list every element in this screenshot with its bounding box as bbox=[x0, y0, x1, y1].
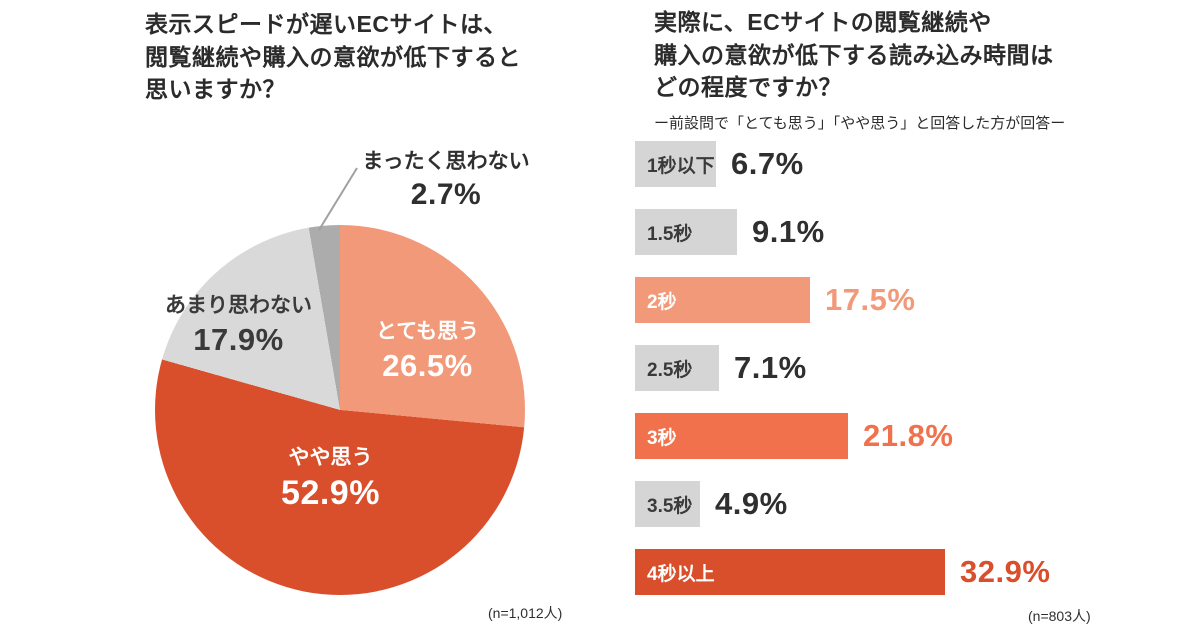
slice-percent: 2.7% bbox=[410, 178, 482, 212]
bar-row: 2秒 17.5% bbox=[635, 277, 1180, 323]
bar-value-label: 7.1% bbox=[734, 350, 807, 385]
bar: 2.5秒 bbox=[635, 345, 719, 391]
bar-value-label: 9.1% bbox=[752, 214, 825, 249]
slice-name: とても思う bbox=[375, 320, 480, 343]
bar-category-label: 1秒以下 bbox=[647, 155, 715, 177]
bar: 3秒 bbox=[635, 413, 848, 459]
bar-category-label: 2秒 bbox=[647, 291, 677, 313]
bar-category-label: 2.5秒 bbox=[647, 359, 693, 381]
slice-percent: 17.9% bbox=[193, 322, 284, 358]
leader-line bbox=[318, 167, 358, 231]
bar-value-label: 21.8% bbox=[863, 418, 954, 453]
slice-name: まったく思わない bbox=[362, 150, 530, 173]
bar: 4秒以上 bbox=[635, 549, 945, 595]
bar: 2秒 bbox=[635, 277, 810, 323]
bar-row: 3秒 21.8% bbox=[635, 413, 1180, 459]
bar-row: 2.5秒 7.1% bbox=[635, 345, 1180, 391]
bar-chart-title: 実際に、ECサイトの閲覧継続や 購入の意欲が低下する読み込み時間は どの程度です… bbox=[654, 9, 1054, 101]
pie-slice-label-amari: あまり思わない 17.9% bbox=[156, 294, 321, 358]
bar-category-label: 4秒以上 bbox=[647, 563, 715, 585]
pie-chart bbox=[155, 225, 525, 595]
bar-row: 1.5秒 9.1% bbox=[635, 209, 1180, 255]
slice-name: あまり思わない bbox=[165, 294, 312, 317]
bar-value-label: 32.9% bbox=[960, 554, 1051, 589]
bar-value-label: 17.5% bbox=[825, 282, 916, 317]
bar-row: 3.5秒 4.9% bbox=[635, 481, 1180, 527]
bar-category-label: 1.5秒 bbox=[647, 223, 693, 245]
bar-row: 1秒以下 6.7% bbox=[635, 141, 1180, 187]
bar-row: 4秒以上 32.9% bbox=[635, 549, 1180, 595]
bar: 1.5秒 bbox=[635, 209, 737, 255]
bar-chart-subtitle: ー前設問で「とても思う」「やや思う」と回答した方が回答ー bbox=[654, 115, 1066, 132]
bar-category-label: 3.5秒 bbox=[647, 495, 693, 517]
sample-size-pie: (n=1,012人) bbox=[488, 605, 563, 621]
bar-chart: 1秒以下 6.7% 1.5秒 9.1% 2秒 17.5% 2.5秒 7.1% 3秒 21.8% 3.… bbox=[635, 141, 1180, 617]
bar: 1秒以下 bbox=[635, 141, 716, 187]
sample-size-bar: (n=803人) bbox=[1028, 608, 1091, 624]
bar-value-label: 4.9% bbox=[715, 486, 788, 521]
bar: 3.5秒 bbox=[635, 481, 700, 527]
pie-slice-label-yaya: やや思う 52.9% bbox=[253, 446, 408, 513]
pie-chart-title: 表示スピードが遅いECサイトは、 閲覧継続や購入の意欲が低下すると 思いますか？ bbox=[145, 11, 521, 103]
slice-name: やや思う bbox=[288, 446, 373, 469]
pie-slice-label-mattaku: まったく思わない 2.7% bbox=[348, 150, 544, 213]
bar-value-label: 6.7% bbox=[731, 146, 804, 181]
pie-slice-label-totemo: とても思う 26.5% bbox=[355, 320, 500, 384]
bar-category-label: 3秒 bbox=[647, 427, 677, 449]
slice-percent: 52.9% bbox=[281, 474, 380, 513]
slice-percent: 26.5% bbox=[382, 348, 473, 384]
